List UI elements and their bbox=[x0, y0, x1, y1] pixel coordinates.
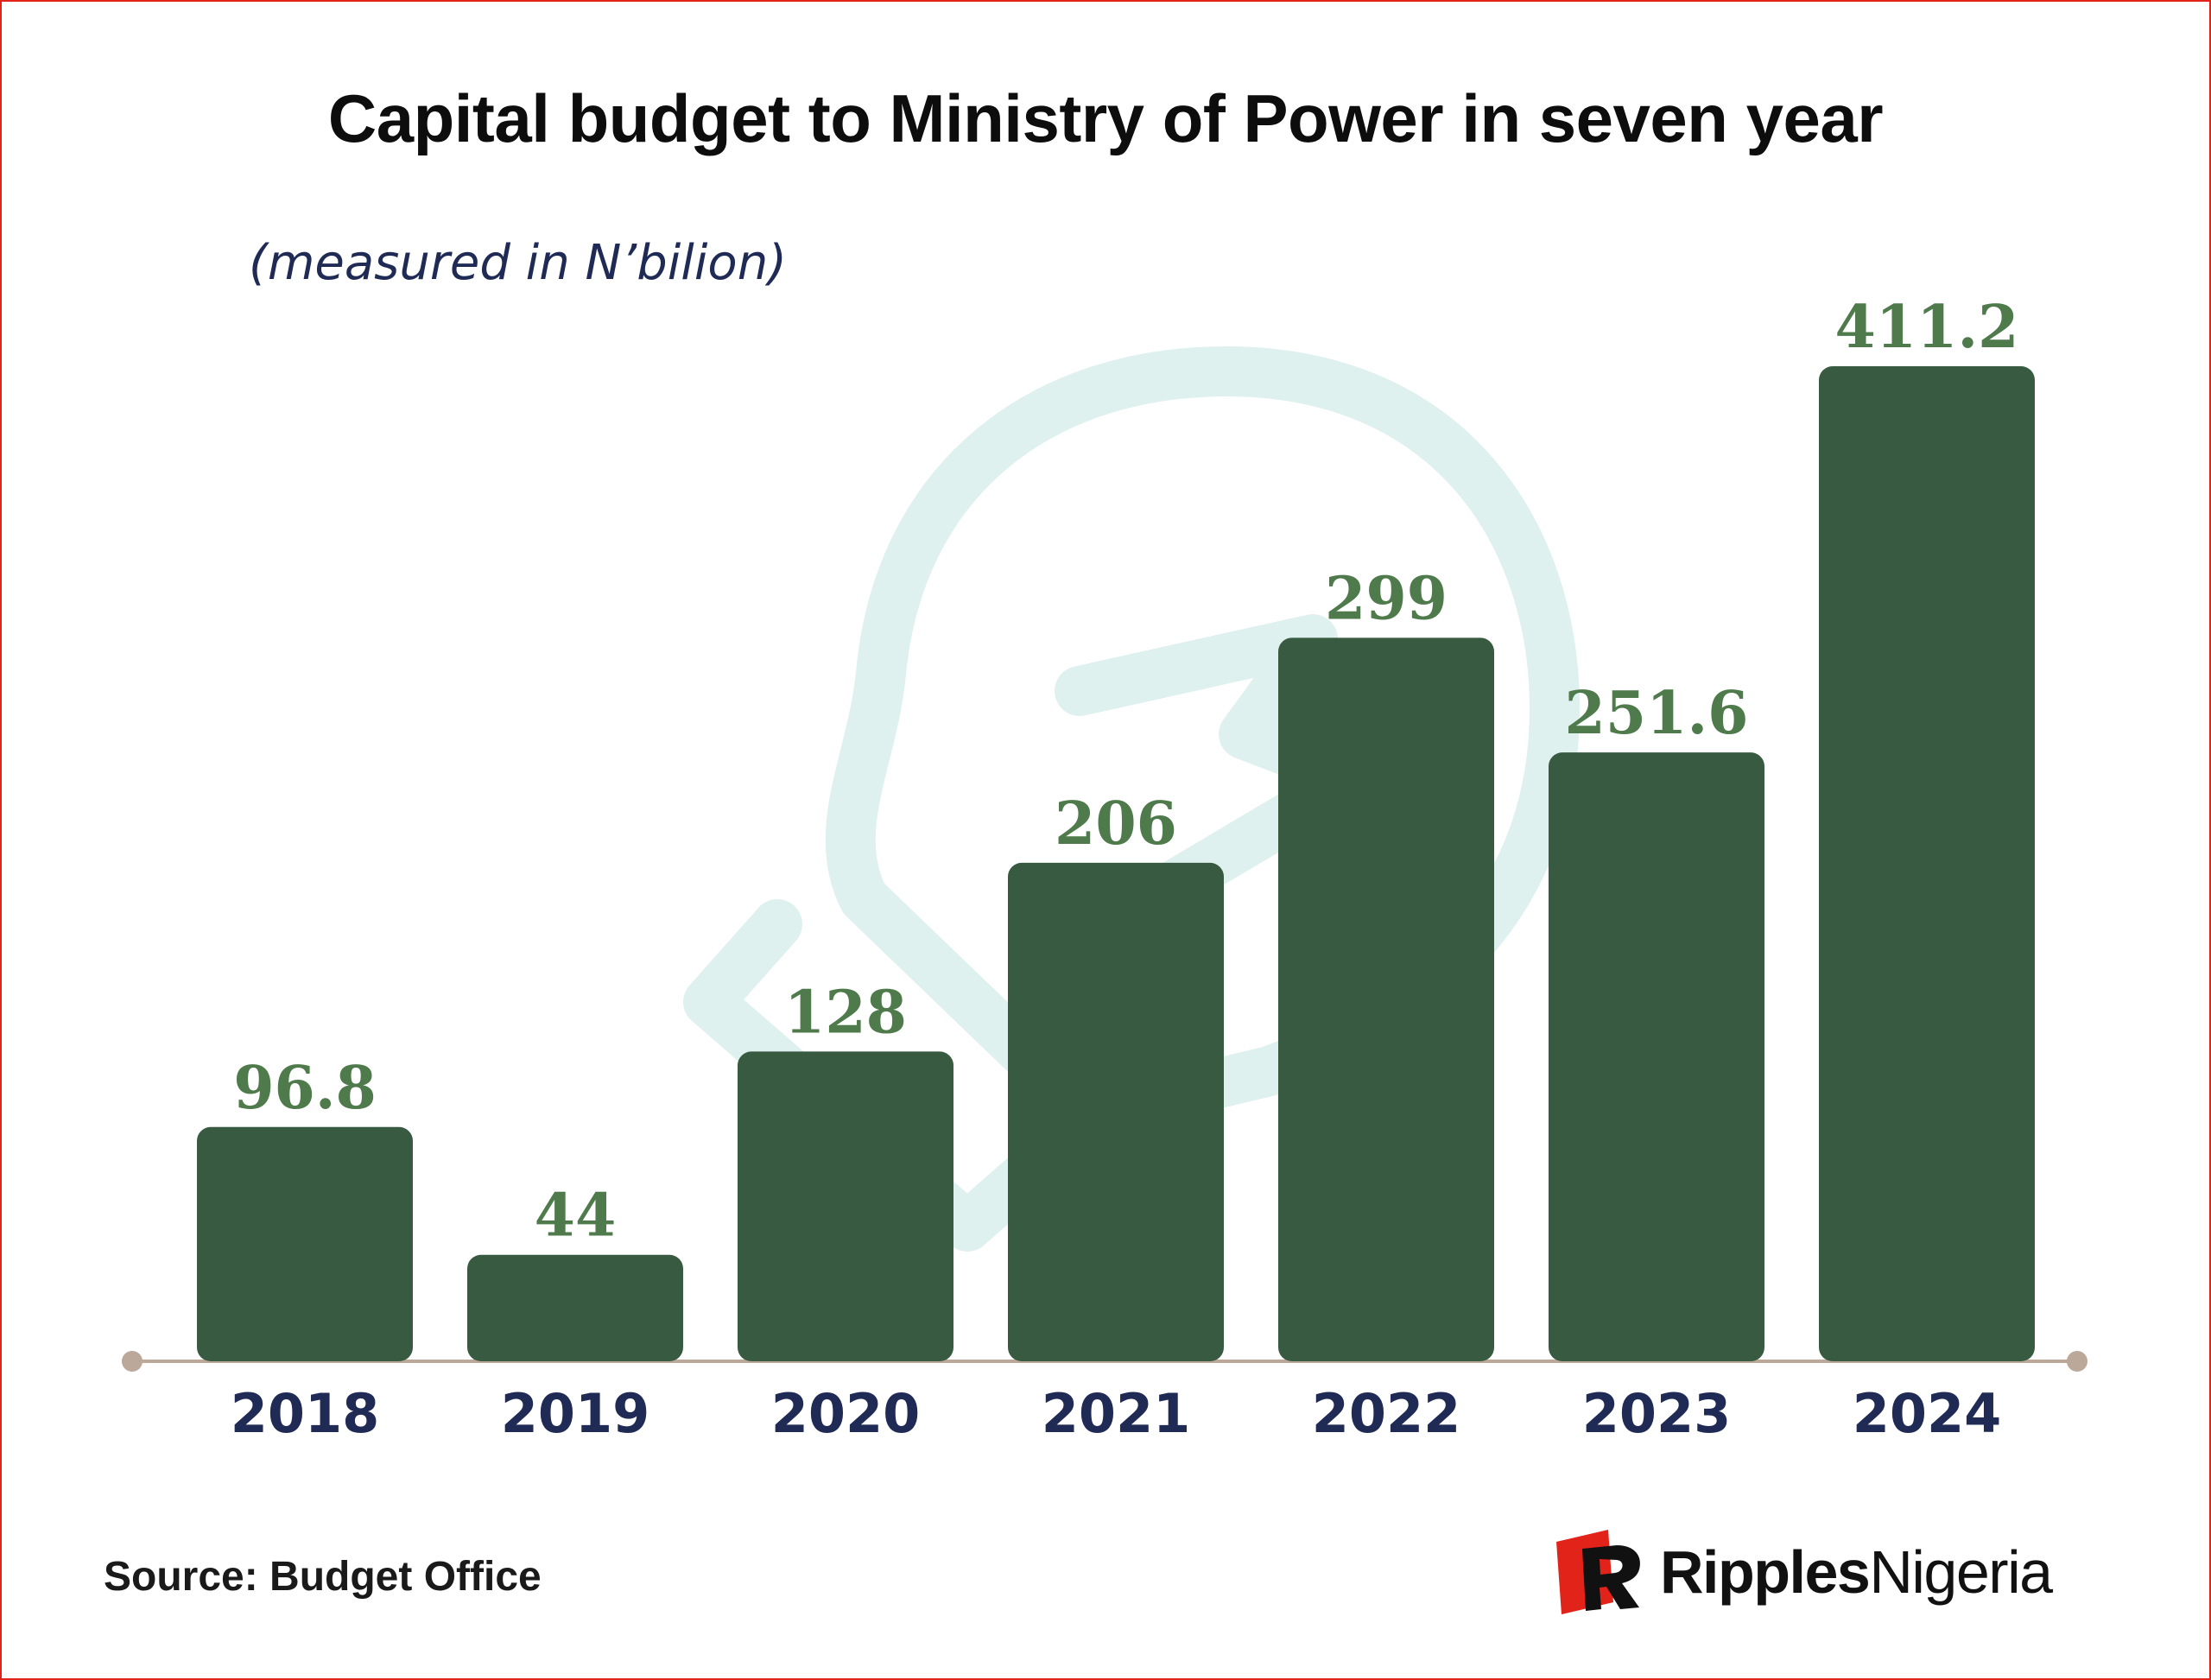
chart-title: Capital budget to Ministry of Power in s… bbox=[327, 80, 1884, 156]
axis-end-dot-right bbox=[2067, 1351, 2087, 1372]
bar-2020 bbox=[738, 1051, 953, 1361]
year-label-2022: 2022 bbox=[1312, 1382, 1461, 1445]
year-label-2024: 2024 bbox=[1853, 1382, 2002, 1445]
value-label-2020: 128 bbox=[784, 978, 907, 1047]
value-label-2019: 44 bbox=[535, 1182, 617, 1251]
year-label-2020: 2020 bbox=[771, 1382, 921, 1445]
bar-2023 bbox=[1549, 752, 1764, 1361]
brand-name-light: Nigeria bbox=[1869, 1538, 2053, 1606]
year-label-2018: 2018 bbox=[231, 1382, 380, 1445]
brand-logo: RipplesNigeria bbox=[1556, 1529, 2053, 1615]
bar-2021 bbox=[1008, 862, 1224, 1361]
bar-2018 bbox=[197, 1126, 413, 1361]
year-label-2021: 2021 bbox=[1042, 1382, 1191, 1445]
ripples-logo-icon bbox=[1556, 1530, 1640, 1614]
value-label-2022: 299 bbox=[1325, 564, 1448, 633]
value-label-2018: 96.8 bbox=[233, 1054, 377, 1123]
value-labels-layer: 96.8 44 128 206 299 251.6 411.2 bbox=[233, 293, 2018, 1251]
bars-layer bbox=[197, 366, 2035, 1361]
year-label-2023: 2023 bbox=[1582, 1382, 1732, 1445]
value-label-2024: 411.2 bbox=[1835, 293, 2019, 362]
bar-2022 bbox=[1278, 637, 1494, 1361]
year-labels-layer: 2018 2019 2020 2021 2022 2023 2024 bbox=[231, 1382, 2002, 1445]
value-label-2023: 251.6 bbox=[1565, 679, 1749, 748]
source-note: Source: Budget Office bbox=[104, 1554, 542, 1600]
brand-wordmark: RipplesNigeria bbox=[1660, 1537, 2053, 1607]
year-label-2019: 2019 bbox=[501, 1382, 650, 1445]
chart-subtitle: (measured in N’bilion) bbox=[249, 235, 788, 291]
bar-2019 bbox=[467, 1254, 683, 1361]
value-label-2021: 206 bbox=[1055, 789, 1177, 859]
brand-name-bold: Ripples bbox=[1660, 1538, 1871, 1606]
axis-end-dot-left bbox=[122, 1351, 143, 1372]
bar-2024 bbox=[1819, 366, 2035, 1361]
